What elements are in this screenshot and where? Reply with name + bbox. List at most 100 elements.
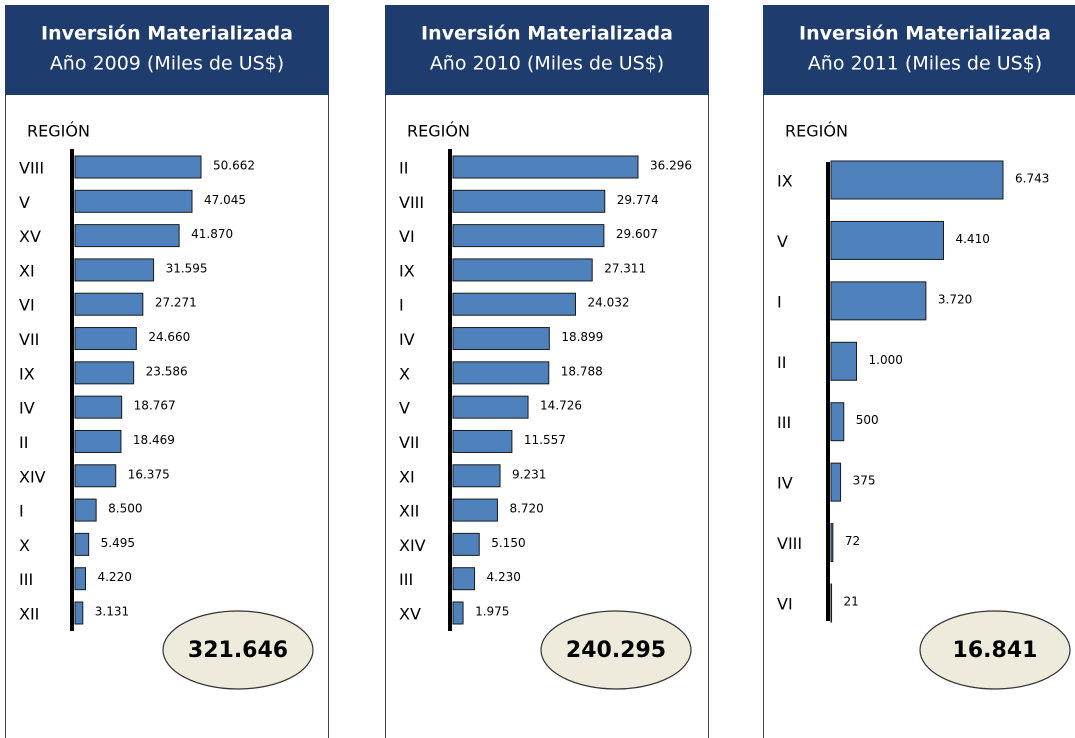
value-label: 375 bbox=[853, 474, 876, 488]
category-label: IX bbox=[399, 261, 415, 280]
chart-subtitle: Año 2010 (Miles de US$) bbox=[430, 53, 664, 75]
category-label: V bbox=[399, 399, 410, 418]
value-label: 18.788 bbox=[561, 364, 603, 378]
category-label: VI bbox=[777, 595, 793, 614]
value-label: 4.230 bbox=[487, 570, 521, 584]
value-label: 31.595 bbox=[166, 261, 208, 275]
value-label: 24.032 bbox=[587, 296, 629, 310]
bar bbox=[452, 601, 464, 625]
bar bbox=[830, 583, 833, 623]
category-label: V bbox=[777, 232, 788, 251]
value-label: 47.045 bbox=[204, 193, 246, 207]
category-label: XI bbox=[399, 467, 415, 486]
category-label: X bbox=[19, 536, 30, 555]
bar bbox=[830, 402, 845, 442]
value-label: 4.220 bbox=[97, 570, 131, 584]
value-label: 29.774 bbox=[617, 193, 659, 207]
category-label: IV bbox=[19, 399, 35, 418]
bar bbox=[830, 160, 1004, 200]
bar bbox=[452, 155, 639, 179]
category-label: II bbox=[399, 159, 408, 178]
bar bbox=[74, 464, 117, 488]
bar bbox=[452, 429, 513, 453]
bar bbox=[452, 224, 605, 248]
total-ellipse bbox=[919, 610, 1071, 690]
bar bbox=[452, 292, 576, 316]
bar bbox=[830, 281, 927, 321]
bar bbox=[74, 258, 155, 282]
category-label: XV bbox=[19, 227, 41, 246]
axis-title: REGIÓN bbox=[785, 122, 848, 141]
total-label: 321.646 bbox=[188, 638, 288, 663]
total-label: 16.841 bbox=[953, 638, 1038, 663]
panel-header bbox=[5, 5, 329, 95]
value-label: 3.131 bbox=[95, 605, 129, 619]
category-label: XIV bbox=[19, 467, 46, 486]
category-label: VIII bbox=[19, 159, 44, 178]
bar bbox=[452, 189, 606, 213]
category-label: II bbox=[777, 353, 786, 372]
category-label: VIII bbox=[777, 534, 802, 553]
axis-title: REGIÓN bbox=[407, 122, 470, 141]
category-label: I bbox=[399, 296, 404, 315]
bar bbox=[74, 224, 180, 248]
value-label: 18.469 bbox=[133, 433, 175, 447]
category-label: III bbox=[19, 570, 33, 589]
bar bbox=[74, 498, 97, 522]
panel-header bbox=[763, 5, 1075, 95]
category-label: V bbox=[19, 193, 30, 212]
category-label: III bbox=[399, 570, 413, 589]
category-label: III bbox=[777, 413, 791, 432]
bar bbox=[452, 532, 480, 556]
bar bbox=[74, 601, 84, 625]
bar bbox=[74, 189, 193, 213]
chart-title: Inversión Materializada bbox=[799, 23, 1051, 45]
category-label: X bbox=[399, 364, 410, 383]
axis-title: REGIÓN bbox=[27, 122, 90, 141]
category-label: VI bbox=[19, 296, 35, 315]
value-label: 16.375 bbox=[128, 467, 170, 481]
category-label: VIII bbox=[399, 193, 424, 212]
value-label: 27.271 bbox=[155, 296, 197, 310]
category-label: XI bbox=[19, 261, 35, 280]
category-label: XII bbox=[399, 502, 419, 521]
bar bbox=[452, 327, 550, 351]
value-label: 5.150 bbox=[491, 536, 525, 550]
bar bbox=[74, 155, 202, 179]
value-label: 6.743 bbox=[1015, 172, 1049, 186]
chart-subtitle: Año 2011 (Miles de US$) bbox=[808, 53, 1042, 75]
value-label: 500 bbox=[856, 413, 879, 427]
category-label: XV bbox=[399, 605, 421, 624]
value-label: 72 bbox=[845, 534, 860, 548]
total-label: 240.295 bbox=[566, 638, 666, 663]
value-label: 9.231 bbox=[512, 467, 546, 481]
value-label: 41.870 bbox=[191, 227, 233, 241]
category-label: VII bbox=[399, 433, 419, 452]
bar bbox=[74, 395, 123, 419]
chart-title: Inversión Materializada bbox=[421, 23, 673, 45]
bar bbox=[452, 464, 501, 488]
bar bbox=[74, 361, 135, 385]
value-label: 36.296 bbox=[650, 159, 692, 173]
bar bbox=[74, 532, 90, 556]
total-ellipse bbox=[162, 610, 314, 690]
category-label: IV bbox=[777, 474, 793, 493]
category-label: IX bbox=[777, 172, 793, 191]
value-label: 11.557 bbox=[524, 433, 566, 447]
bar bbox=[74, 327, 137, 351]
chart-subtitle: Año 2009 (Miles de US$) bbox=[50, 53, 284, 75]
bar bbox=[452, 361, 550, 385]
value-label: 21 bbox=[844, 595, 859, 609]
bar bbox=[452, 567, 476, 591]
value-label: 1.975 bbox=[475, 605, 509, 619]
category-label: XII bbox=[19, 605, 39, 624]
bar bbox=[830, 220, 944, 260]
value-label: 14.726 bbox=[540, 399, 582, 413]
bar bbox=[830, 462, 842, 502]
value-label: 8.720 bbox=[509, 502, 543, 516]
category-label: XIV bbox=[399, 536, 426, 555]
category-label: IX bbox=[19, 364, 35, 383]
panel-header bbox=[385, 5, 709, 95]
value-label: 8.500 bbox=[108, 502, 142, 516]
